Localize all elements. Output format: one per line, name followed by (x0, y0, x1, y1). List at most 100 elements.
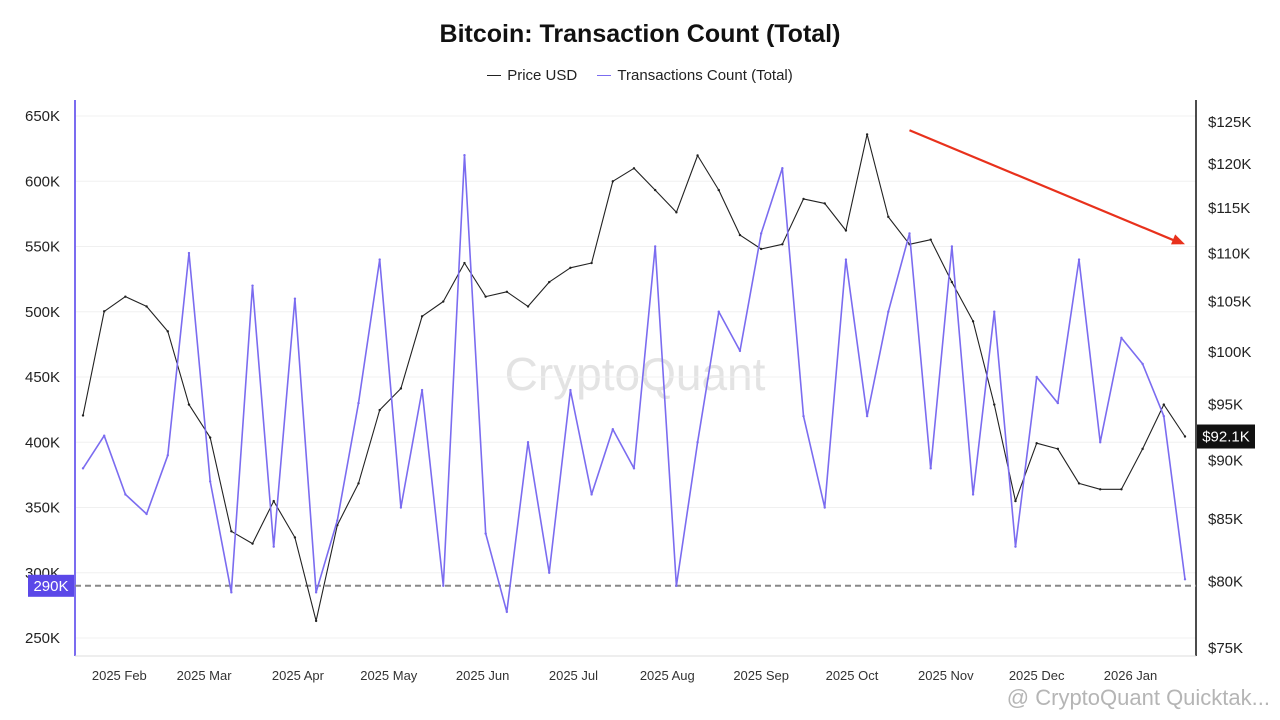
price-data-point (357, 482, 360, 485)
transactions-data-point (971, 493, 975, 496)
y-right-tick-label: $115K (1208, 200, 1250, 217)
transactions-data-point (336, 519, 339, 522)
x-tick-label: 2025 Aug (640, 668, 695, 683)
transactions-data-point (1035, 375, 1038, 379)
y-right-tick-label: $95K (1208, 397, 1243, 414)
transactions-data-point (166, 454, 169, 457)
transactions-data-point (124, 493, 127, 496)
legend-swatch-price (487, 74, 502, 76)
price-data-point (844, 229, 848, 232)
price-data-point (1035, 442, 1038, 445)
transactions-data-point (1077, 258, 1081, 261)
price-data-point (823, 202, 826, 205)
x-tick-label: 2025 Sep (733, 668, 789, 683)
transactions-data-point (251, 284, 254, 287)
price-data-point (484, 295, 487, 298)
transactions-data-point (738, 349, 742, 353)
transactions-data-point (908, 232, 911, 235)
price-data-point (738, 233, 742, 237)
transactions-data-point (950, 245, 954, 248)
watermark: CryptoQuant (505, 348, 766, 400)
price-data-point (166, 330, 169, 333)
current-price-box (1197, 424, 1255, 449)
y-right-tick-label: $125K (1208, 114, 1251, 131)
price-data-point (802, 197, 805, 201)
price-data-point (208, 436, 212, 439)
price-data-point (124, 295, 127, 298)
transactions-data-point (887, 310, 890, 313)
x-tick-label: 2026 Jan (1104, 668, 1158, 683)
transactions-data-point (357, 401, 360, 405)
price-data-point (1141, 447, 1144, 451)
y-right-tick-label: $100K (1208, 344, 1251, 361)
y-left-tick-label: 650K (25, 108, 60, 125)
transactions-data-point (1120, 336, 1123, 340)
y-right-tick-label: $105K (1208, 294, 1251, 311)
transactions-data-point (505, 610, 509, 614)
price-data-point (611, 180, 615, 183)
transactions-data-point (632, 467, 636, 470)
transactions-data-point (717, 310, 720, 313)
price-data-point (272, 499, 275, 503)
price-data-point (399, 387, 403, 390)
x-tick-label: 2025 Oct (826, 668, 879, 683)
y-right-tick-label: $90K (1208, 452, 1243, 469)
transactions-data-point (208, 480, 212, 483)
price-data-point (590, 261, 593, 265)
price-data-point (1183, 435, 1187, 438)
transactions-data-point (526, 441, 530, 444)
price-data-point (463, 261, 466, 265)
y-left-tick-label: 250K (25, 630, 60, 647)
footer-watermark: @ CryptoQuant Quicktak... (1007, 685, 1270, 710)
transactions-data-point (293, 297, 297, 300)
legend-label-price: Price USD (507, 66, 578, 84)
price-data-point (696, 154, 699, 157)
current-price-label: $92.1K (1202, 429, 1250, 446)
price-data-point (653, 188, 657, 192)
price-data-point (971, 320, 975, 323)
price-data-point (950, 280, 954, 284)
x-tick-label: 2025 Mar (177, 668, 233, 683)
transactions-data-point (653, 245, 657, 248)
transactions-data-point (823, 506, 826, 509)
price-data-point (505, 290, 509, 293)
price-data-point (887, 215, 890, 219)
transactions-data-point (378, 258, 381, 261)
transactions-data-point (1099, 441, 1102, 444)
price-data-point (102, 310, 106, 313)
transactions-data-point (993, 310, 996, 313)
transactions-data-point (548, 571, 551, 574)
y-left-tick-label: 500K (25, 304, 60, 321)
trend-arrow-head (1171, 234, 1185, 245)
transactions-data-point (802, 414, 805, 418)
y-right-tick-label: $110K (1208, 246, 1250, 263)
price-data-point (1056, 447, 1060, 451)
legend-swatch-transactions (597, 74, 612, 76)
price-data-point (420, 315, 424, 318)
transactions-data-point (675, 584, 678, 587)
transactions-data-point (399, 506, 403, 509)
price-data-point (251, 542, 254, 545)
legend-item-price[interactable]: Price USD (487, 67, 577, 84)
price-data-point (145, 305, 148, 308)
x-tick-label: 2025 Nov (918, 668, 974, 683)
price-data-point (717, 188, 720, 192)
x-tick-label: 2025 Dec (1009, 668, 1065, 683)
transactions-data-point (230, 591, 233, 594)
price-data-point (929, 238, 932, 241)
trend-arrow-line (909, 129, 1182, 245)
transactions-data-point (187, 251, 191, 255)
transactions-data-point (781, 167, 784, 170)
y-right-tick-label: $85K (1208, 511, 1243, 528)
transactions-data-point (865, 414, 869, 418)
price-data-point (569, 266, 572, 269)
transactions-data-point (314, 591, 318, 594)
price-data-point (865, 133, 869, 136)
y-left-tick-label: 400K (25, 434, 60, 451)
transactions-data-point (484, 532, 487, 535)
transactions-data-point (1141, 362, 1144, 366)
chart-title: Bitcoin: Transaction Count (Total) (439, 20, 841, 48)
x-tick-label: 2025 Feb (92, 668, 147, 683)
transactions-data-point (102, 434, 106, 437)
legend-item-transactions[interactable]: Transactions Count (Total) (597, 67, 793, 84)
